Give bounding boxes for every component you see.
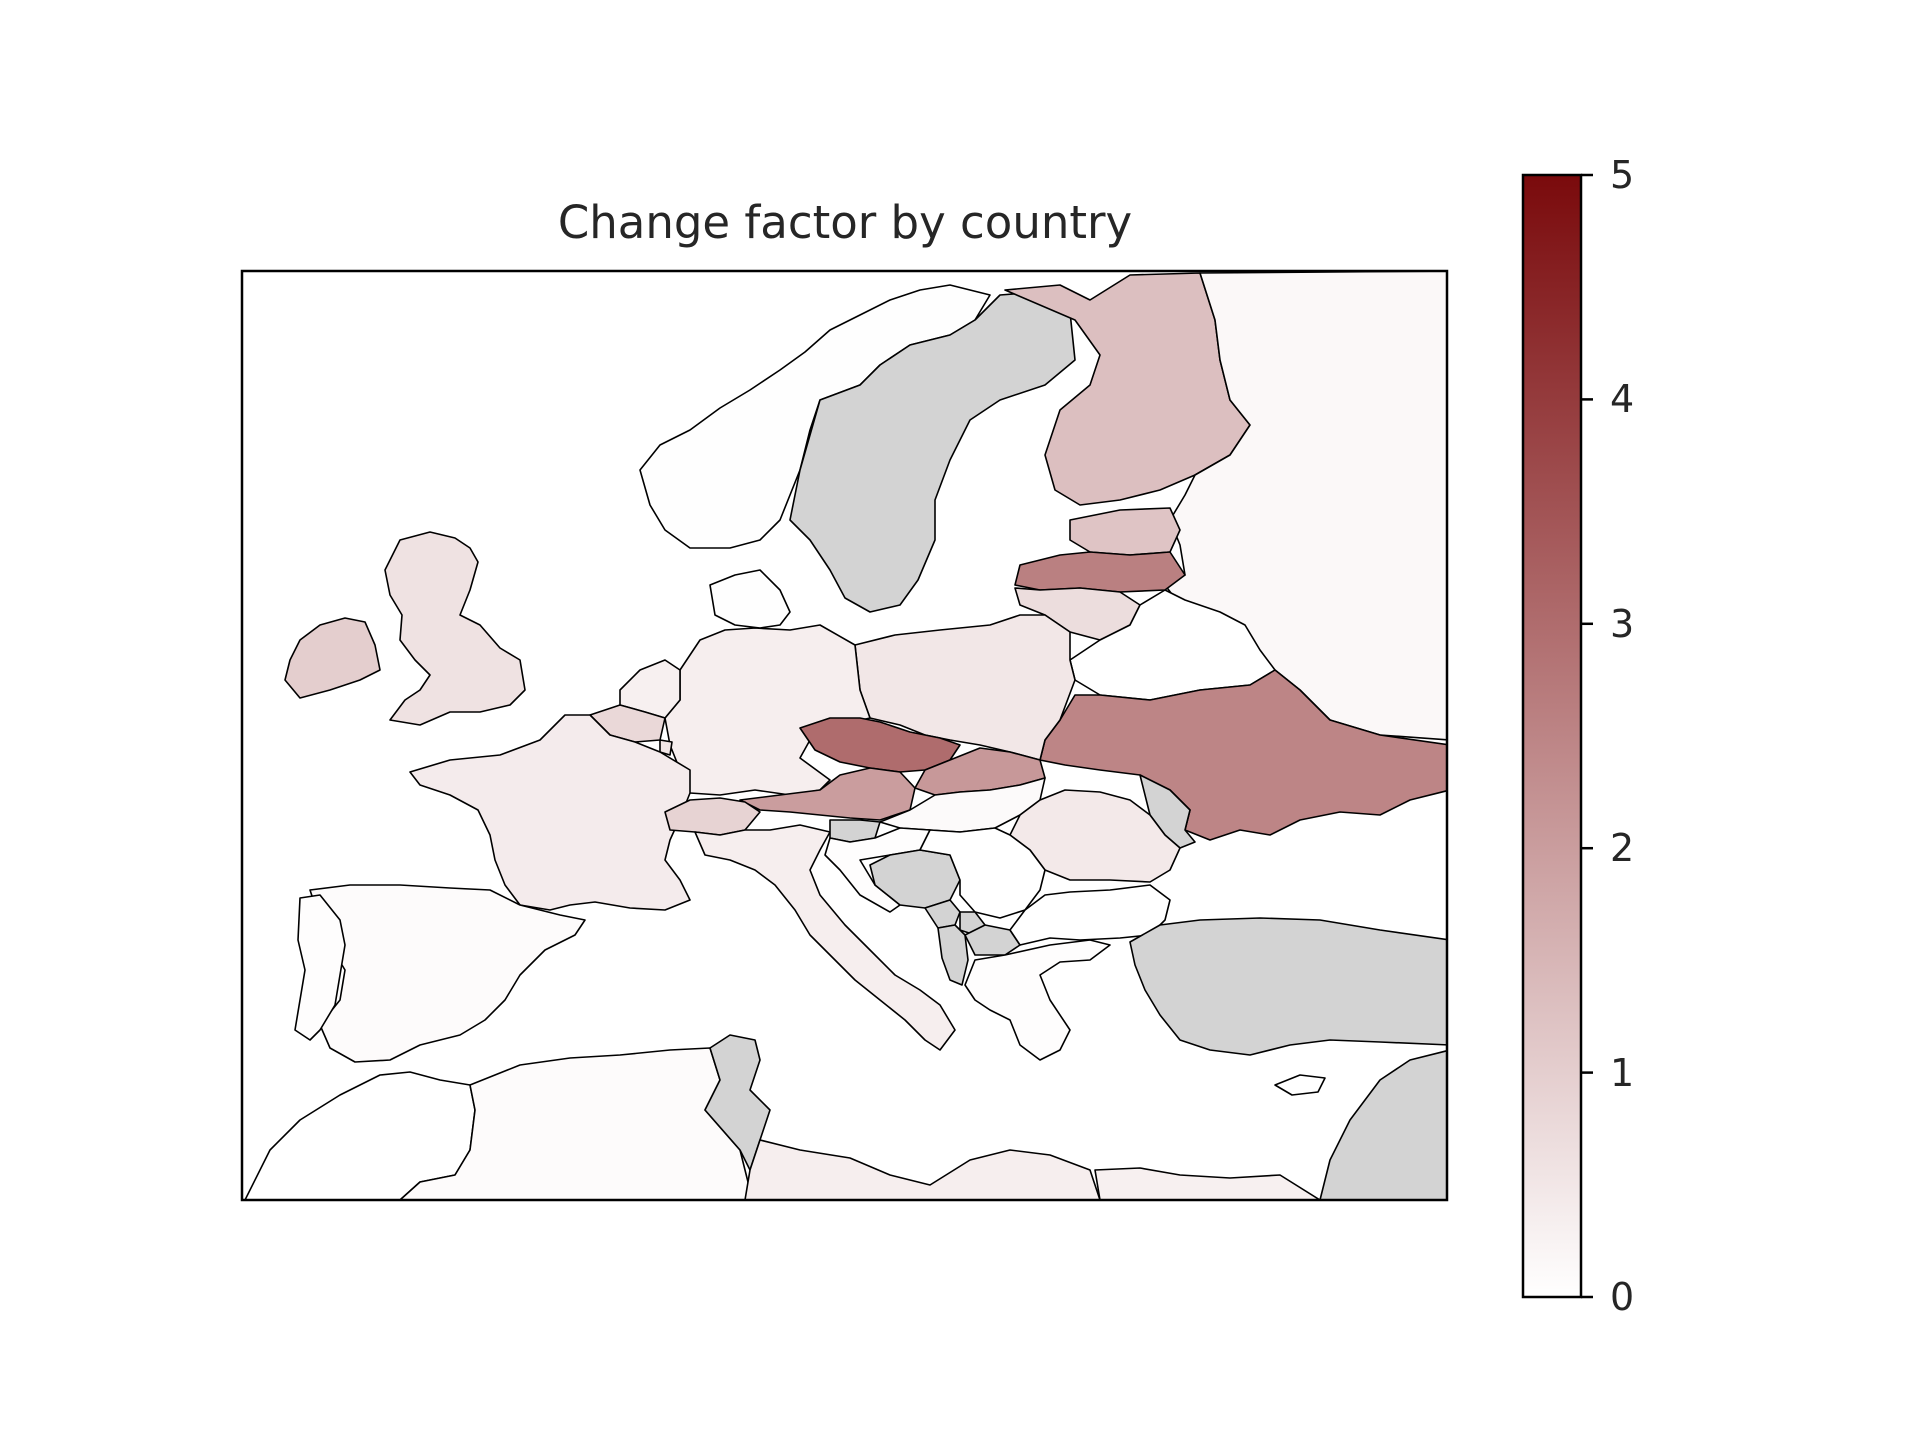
map-border (240, 269, 1449, 1202)
country-sweden[interactable] (789, 291, 1076, 613)
colorbar-tick-label-5: 5 (1610, 153, 1635, 197)
country-turkey[interactable] (1129, 917, 1450, 1056)
colorbar-ticks (1581, 173, 1593, 1299)
country-poland[interactable] (854, 614, 1076, 761)
colorbar-tick-label-2: 2 (1610, 826, 1635, 871)
colorbar-tick-label-0: 0 (1610, 1275, 1635, 1319)
country-libya[interactable] (744, 1139, 1101, 1200)
country-ukraine[interactable] (1039, 669, 1450, 841)
country-croatia[interactable] (824, 827, 931, 913)
country-cyprus[interactable] (1274, 1074, 1326, 1096)
country-austria[interactable] (739, 767, 916, 821)
country-tunisia[interactable] (704, 1034, 771, 1171)
country-syria[interactable] (1319, 1049, 1450, 1200)
country-luxembourg[interactable] (659, 739, 673, 756)
country-germany[interactable] (664, 624, 871, 796)
map-title: Change factor by country (557, 196, 1133, 249)
country-belarus[interactable] (1069, 589, 1276, 701)
country-ireland[interactable] (284, 617, 381, 699)
country-montenegro[interactable] (924, 899, 961, 929)
colorbar-tick-label-1: 1 (1610, 1050, 1635, 1095)
country-egypt[interactable] (1094, 1167, 1321, 1200)
country-portugal[interactable] (294, 894, 346, 1041)
country-albania[interactable] (937, 924, 969, 986)
country-denmark[interactable] (709, 569, 791, 629)
country-czechia[interactable] (799, 717, 961, 773)
country-united-kingdom[interactable] (384, 531, 526, 726)
country-italy[interactable] (694, 824, 956, 1051)
country-switzerland[interactable] (664, 797, 761, 836)
country-france[interactable] (409, 714, 691, 911)
colorbar (1521, 173, 1583, 1299)
colorbar-tick-label-4: 4 (1610, 377, 1635, 422)
country-greece[interactable] (964, 939, 1111, 1061)
colorbar-tick-label-3: 3 (1610, 601, 1635, 646)
country-spain[interactable] (309, 884, 586, 1063)
